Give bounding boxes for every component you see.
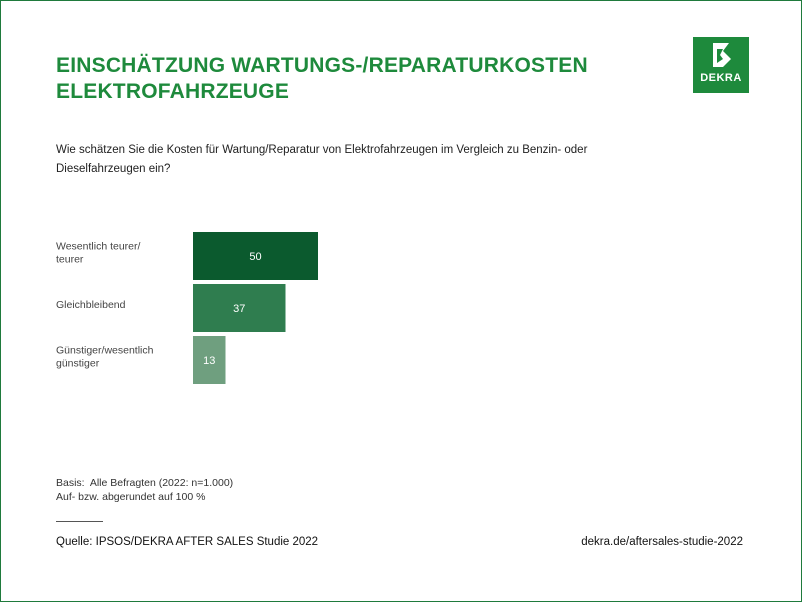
bar-value-label-0: 50 <box>249 251 261 263</box>
bar-1 <box>193 284 286 332</box>
source-note: Quelle: IPSOS/DEKRA AFTER SALES Studie 2… <box>56 536 319 548</box>
bar-0 <box>193 232 318 280</box>
page-title: EINSCHÄTZUNG WARTUNGS-/REPARATURKOSTEN E… <box>56 53 588 105</box>
dekra-logo: DEKRA <box>693 37 749 93</box>
bar-2 <box>193 336 226 384</box>
title-line-1: EINSCHÄTZUNG WARTUNGS-/REPARATURKOSTEN <box>56 54 588 77</box>
logo-text: DEKRA <box>700 72 742 84</box>
dekra-logo-icon <box>713 43 731 67</box>
bar-value-label-2: 13 <box>203 355 215 367</box>
title-line-2: ELEKTROFAHRZEUGE <box>56 80 290 103</box>
category-label-0-0: Wesentlich teurer/ <box>56 241 141 253</box>
category-label-1-0: Gleichbleibend <box>56 299 126 311</box>
bar-value-label-1: 37 <box>233 303 245 315</box>
footnote-basis: Basis: Alle Befragten (2022: n=1.000) <box>56 477 234 489</box>
study-link[interactable]: dekra.de/aftersales-studie-2022 <box>581 536 743 548</box>
survey-question: Wie schätzen Sie die Kosten für Wartung/… <box>56 144 588 175</box>
category-label-0-1: teurer <box>56 254 84 266</box>
footnotes: Basis: Alle Befragten (2022: n=1.000) Au… <box>56 476 233 504</box>
category-label-2-0: Günstiger/wesentlich <box>56 345 154 357</box>
divider <box>56 521 103 522</box>
category-label-2-1: günstiger <box>56 358 100 370</box>
footnote-rounding: Auf- bzw. abgerundet auf 100 % <box>56 491 206 503</box>
